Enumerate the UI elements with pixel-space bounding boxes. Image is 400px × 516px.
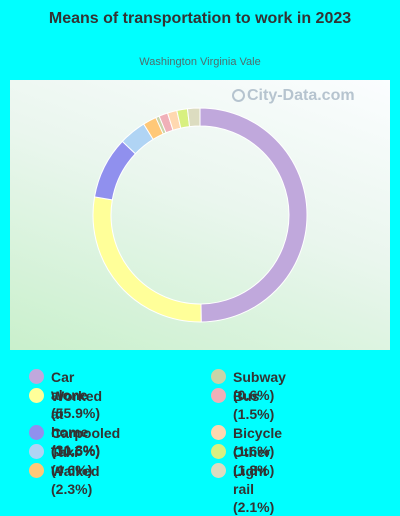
watermark: City-Data.com (232, 87, 355, 105)
legend-label: Light rail (2.1%) (233, 463, 275, 515)
watermark-text: City-Data.com (247, 87, 355, 104)
legend-label: Worked at home (31.3%) (51, 388, 103, 458)
legend-swatch (211, 425, 226, 440)
legend-label: Bicycle (1.6%) (233, 425, 283, 459)
legend-label: Walked (2.3%) (51, 463, 100, 497)
legend-label: Bus (1.5%) (233, 388, 275, 422)
slice-light-rail (186, 107, 201, 128)
legend-label: Subway (0.6%) (233, 369, 286, 403)
legend-label: Taxi (4.6%) (51, 444, 93, 478)
donut-chart (92, 107, 308, 323)
legend-swatch (29, 463, 44, 478)
legend: Car alone (55.9%) Subway (0.6%) Worked at … (0, 362, 400, 515)
legend-swatch (29, 425, 44, 440)
chart-subtitle: Washington Virginia Vale (139, 56, 261, 68)
slice-carpooled (93, 140, 137, 201)
legend-label: Other (1.8%) (233, 444, 275, 478)
legend-swatch (29, 369, 44, 384)
legend-label: Car alone (55.9%) (51, 369, 101, 421)
chart-title: Means of transportation to work in 2023 (48, 10, 352, 27)
legend-label: Carpooled (10.5%) (51, 425, 121, 459)
legend-swatch (29, 388, 44, 403)
legend-swatch (29, 444, 44, 459)
slice-car-alone (199, 107, 308, 323)
legend-swatch (211, 463, 226, 478)
slice-worked-at-home (92, 196, 202, 323)
legend-swatch (211, 388, 226, 403)
legend-swatch (211, 444, 226, 459)
legend-swatch (211, 369, 226, 384)
magnifier-icon (232, 89, 245, 102)
